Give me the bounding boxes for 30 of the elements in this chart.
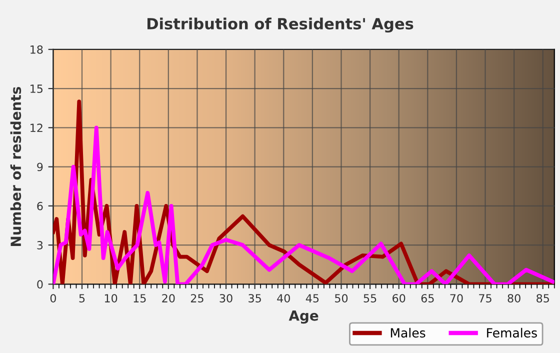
x-tick-label: 20 <box>162 294 175 302</box>
y-tick-label: 15 <box>30 84 43 93</box>
x-tick-label: 70 <box>450 294 463 302</box>
x-tick-label: 45 <box>306 294 319 302</box>
y-axis-title: Number of residents <box>10 87 22 246</box>
x-tick-label: 85 <box>536 294 549 302</box>
y-tick-label: 9 <box>37 162 43 172</box>
x-tick-label: 15 <box>134 294 146 302</box>
x-axis-title: Age <box>288 310 318 324</box>
x-tick-label: 0 <box>50 294 56 302</box>
y-tick-label: 0 <box>37 280 43 289</box>
legend-label: Females <box>487 328 537 338</box>
x-tick-label: 30 <box>220 294 232 302</box>
x-tick-label: 40 <box>277 294 290 302</box>
x-tick-label: 55 <box>364 294 376 302</box>
x-tick-label: 50 <box>335 294 348 302</box>
x-tick-label: 80 <box>508 294 520 302</box>
y-tick-label: 12 <box>30 124 42 132</box>
x-tick-label: 5 <box>79 294 85 302</box>
x-tick-label: 60 <box>392 294 406 302</box>
x-tick-label: 25 <box>190 294 204 302</box>
y-tick-label: 3 <box>37 241 43 250</box>
x-tick-label: 10 <box>104 294 118 302</box>
chart-title: Distribution of Residents' Ages <box>147 18 414 33</box>
x-tick-label: 35 <box>248 294 261 302</box>
y-tick-label: 6 <box>37 202 43 210</box>
legend-label: Males <box>390 328 426 338</box>
x-tick-label: 65 <box>421 294 434 302</box>
x-tick-label: 75 <box>479 294 492 302</box>
y-tick-label: 18 <box>30 45 43 54</box>
